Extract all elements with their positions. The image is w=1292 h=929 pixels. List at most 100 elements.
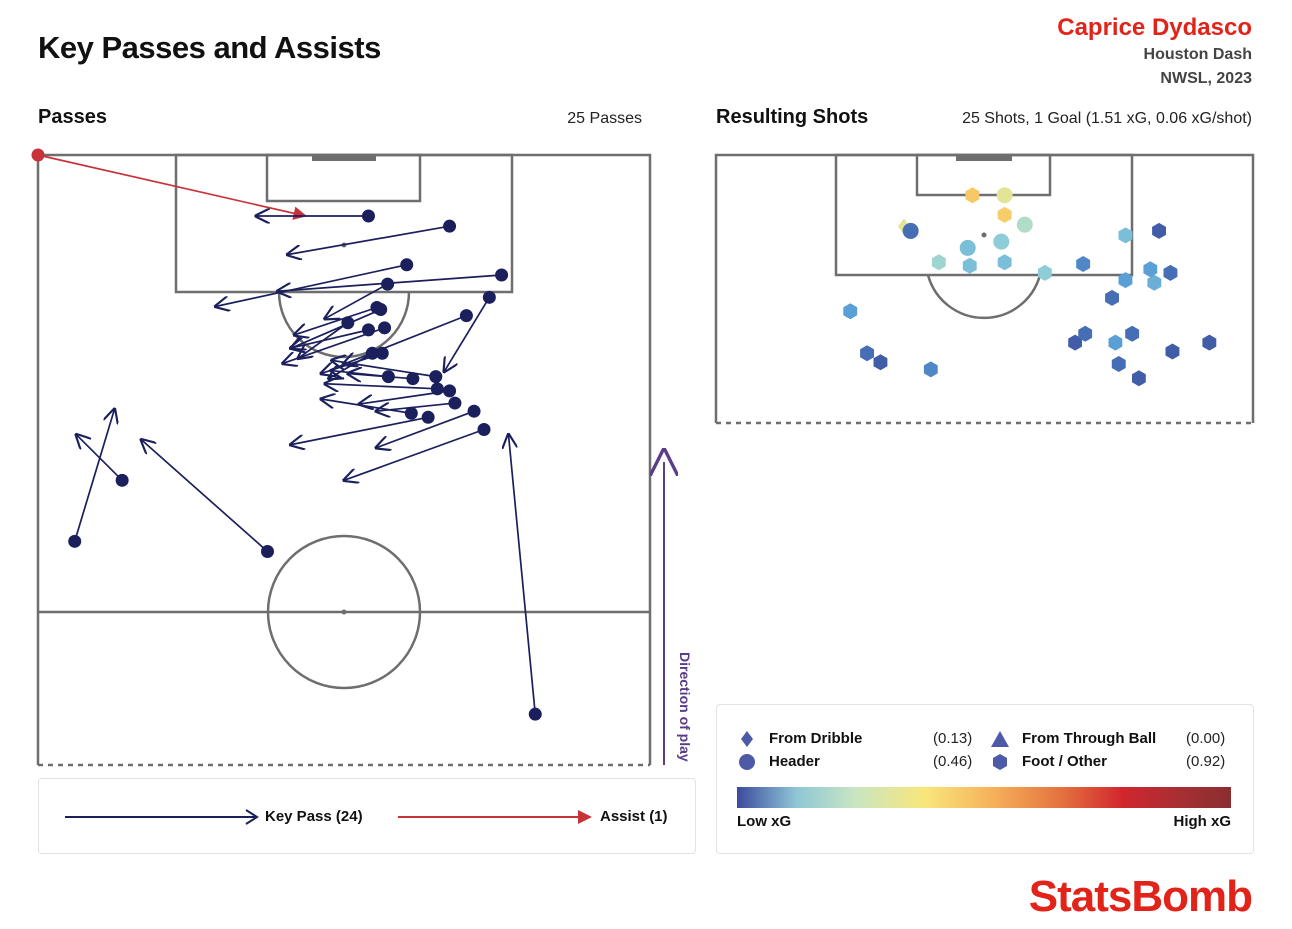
key-pass-line xyxy=(291,308,382,349)
shot-marker-hexagon xyxy=(1202,334,1217,351)
shot-marker-hexagon xyxy=(1125,325,1140,342)
key-pass-line xyxy=(294,306,378,335)
pass-legend: Key Pass (24) Assist (1) xyxy=(38,778,696,854)
key-pass-line xyxy=(73,409,115,542)
key-pass-origin xyxy=(406,372,420,386)
shot-marker-hexagon xyxy=(931,254,946,271)
key-pass-line xyxy=(376,410,475,448)
key-pass-line xyxy=(325,283,389,319)
assist-pass-line xyxy=(37,154,308,220)
page-title: Key Passes and Assists xyxy=(38,30,381,65)
shot-marker-hexagon xyxy=(1118,272,1133,289)
from-dribble-value: (0.13) xyxy=(933,730,973,747)
key-pass-origin xyxy=(528,707,542,721)
from-through-ball-value: (0.00) xyxy=(1186,730,1226,747)
key-pass-line xyxy=(332,360,436,378)
shot-marker-diamond xyxy=(897,218,910,235)
key-pass-origin xyxy=(375,346,389,360)
center-circle xyxy=(266,534,422,690)
shot-marker-hexagon xyxy=(843,303,858,320)
header-circle-icon xyxy=(739,754,755,770)
shot-penalty-box xyxy=(834,153,1134,277)
team-name: Houston Dash xyxy=(1143,46,1252,63)
key-pass-origin xyxy=(378,321,392,335)
shot-marker-hexagon xyxy=(1143,261,1158,278)
key-pass-line xyxy=(321,399,412,415)
passes-title: Passes xyxy=(38,106,107,128)
shot-marker-hexagon xyxy=(923,361,938,378)
shot-marker-hexagon xyxy=(1111,356,1126,372)
key-pass-origin xyxy=(115,473,129,487)
center-spot xyxy=(341,609,347,615)
key-pass-line xyxy=(141,440,269,553)
key-pass-origin xyxy=(341,316,355,330)
key-pass-line xyxy=(215,263,407,307)
assist-pass-origin xyxy=(31,148,45,162)
key-pass-origin xyxy=(361,323,375,337)
shot-marker-hexagon xyxy=(1105,289,1119,306)
xg-color-scale xyxy=(737,787,1231,808)
foot-hexagon-icon xyxy=(993,754,1007,770)
passes-count: 25 Passes xyxy=(567,110,642,127)
shot-marker-hexagon xyxy=(1152,222,1166,239)
shot-penalty-spot xyxy=(981,232,987,238)
shot-marker-hexagon xyxy=(1147,274,1162,291)
key-pass-origin xyxy=(365,346,379,360)
from-dribble-label: From Dribble xyxy=(769,730,863,747)
key-pass-origin xyxy=(400,258,414,272)
key-pass-line xyxy=(343,314,467,365)
player-name: Caprice Dydasco xyxy=(1057,14,1252,41)
key-pass-line xyxy=(444,296,491,371)
low-xg-label: Low xG xyxy=(737,813,792,830)
assist-legend-label: Assist (1) xyxy=(600,808,668,825)
key-pass-legend-label: Key Pass (24) xyxy=(265,808,363,825)
shot-marker-hexagon xyxy=(1118,227,1133,244)
pass-layer xyxy=(31,148,542,721)
shot-layer xyxy=(843,187,1217,387)
shot-marker-hexagon xyxy=(1078,325,1093,342)
key-pass-origin xyxy=(443,384,457,398)
pass-map: Direction of play xyxy=(31,148,693,767)
shot-marker-hexagon xyxy=(997,206,1012,223)
from-through-ball-label: From Through Ball xyxy=(1022,730,1157,747)
shots-title: Resulting Shots xyxy=(716,106,869,128)
key-pass-legend-arrow xyxy=(65,809,259,825)
shot-marker-circle xyxy=(902,222,919,239)
shot-marker-circle xyxy=(1016,216,1033,233)
key-pass-origin xyxy=(404,406,418,420)
key-pass-origin xyxy=(495,268,509,282)
key-pass-line xyxy=(290,416,429,444)
key-pass-origin xyxy=(443,219,457,233)
shot-marker-hexagon xyxy=(873,354,888,371)
shot-legend: From Dribble (0.13) From Through Ball (0… xyxy=(716,704,1254,854)
shot-marker-hexagon xyxy=(1038,264,1052,281)
foot-other-value: (0.92) xyxy=(1186,753,1226,770)
shot-marker-hexagon xyxy=(965,187,980,204)
direction-label: Direction of play xyxy=(677,652,693,762)
key-pass-origin xyxy=(361,209,375,223)
through-ball-triangle-icon xyxy=(991,731,1009,747)
shot-marker-hexagon xyxy=(1108,334,1123,351)
six-yard-box xyxy=(265,153,422,203)
key-pass-line xyxy=(359,390,450,404)
shot-penalty-arc xyxy=(926,274,1042,320)
dribble-diamond-icon xyxy=(741,731,753,747)
key-pass-line xyxy=(508,435,537,715)
season-label: NWSL, 2023 xyxy=(1160,70,1252,87)
shot-marker-circle xyxy=(993,233,1010,250)
shot-marker-hexagon xyxy=(1163,264,1178,281)
shot-marker-hexagon xyxy=(860,345,874,362)
key-pass-line xyxy=(325,384,438,389)
key-pass-origin xyxy=(68,534,82,548)
key-pass-origin xyxy=(429,370,443,384)
shot-marker-hexagon xyxy=(997,254,1012,271)
shot-marker-hexagon xyxy=(1165,343,1180,360)
shot-marker-circle xyxy=(996,187,1013,204)
key-pass-origin xyxy=(381,277,395,291)
key-pass-origin xyxy=(467,404,481,418)
statsbomb-logo: StatsBomb xyxy=(1028,872,1253,921)
key-pass-line xyxy=(348,374,413,379)
key-pass-line xyxy=(287,225,450,254)
shot-pitch-lines xyxy=(714,153,1255,425)
header-value: (0.46) xyxy=(933,753,973,770)
